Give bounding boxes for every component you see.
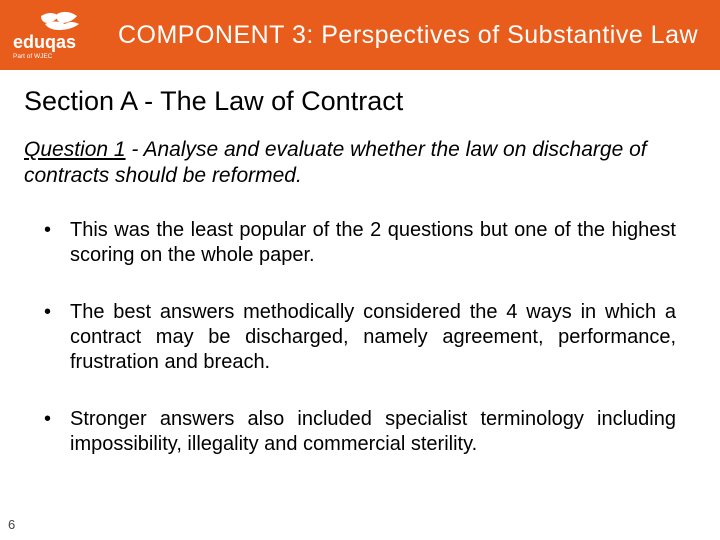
bullet-list: This was the least popular of the 2 ques… [24,218,696,457]
list-item: Stronger answers also included specialis… [44,407,676,457]
slide: eduqas Part of WJEC COMPONENT 3: Perspec… [0,0,720,540]
list-item: This was the least popular of the 2 ques… [44,218,676,268]
list-item: The best answers methodically considered… [44,300,676,375]
title-box: COMPONENT 3: Perspectives of Substantive… [112,0,720,70]
logo-text: eduqas [13,32,76,52]
page-number: 6 [8,517,15,532]
section-heading: Section A - The Law of Contract [24,86,696,117]
question-line: Question 1 - Analyse and evaluate whethe… [24,137,696,190]
content-area: Section A - The Law of Contract Question… [24,86,696,489]
logo-tagline: Part of WJEC [13,53,53,60]
slide-title: COMPONENT 3: Perspectives of Substantive… [118,21,698,50]
eduqas-logo-icon: eduqas Part of WJEC [11,10,101,60]
header-bar: eduqas Part of WJEC COMPONENT 3: Perspec… [0,0,720,70]
question-label: Question 1 [24,138,126,161]
logo-box: eduqas Part of WJEC [0,0,112,70]
